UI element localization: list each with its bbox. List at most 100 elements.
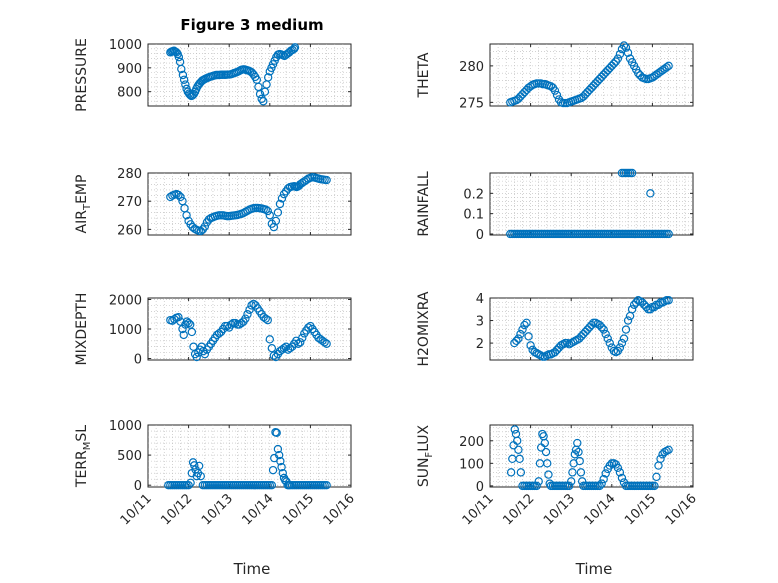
data-point: [664, 229, 673, 239]
data-point: [268, 465, 278, 475]
y-axis-label: RAINFALL: [416, 171, 432, 236]
data-point: [245, 305, 254, 315]
x-tick-label: 10/11: [460, 491, 497, 528]
data-point: [617, 338, 627, 348]
data-point: [181, 80, 190, 89]
data-point: [255, 89, 265, 99]
data-point: [510, 425, 519, 434]
data-point: [184, 318, 193, 328]
data-point: [304, 323, 313, 332]
subplot-7: 0 500 1000 10/11 10/12 10/13 10/14 10/15 10/16 TE…: [74, 419, 358, 528]
plot-area: [147, 424, 352, 488]
data-point: [231, 318, 240, 328]
data-point: [296, 338, 305, 347]
y-tick-label: 280: [117, 167, 142, 182]
data-point: [597, 323, 606, 332]
data-point: [261, 205, 270, 214]
y-tick-label: 1000: [109, 38, 142, 53]
data-point: [516, 468, 526, 477]
data-point: [656, 454, 665, 464]
data-point: [615, 468, 625, 477]
data-point: [652, 472, 661, 482]
data-point: [613, 463, 623, 473]
data-point: [241, 314, 250, 323]
x-tick-label: 10/15: [622, 491, 659, 528]
data-point: [601, 469, 610, 478]
data-point: [603, 334, 612, 343]
data-point: [194, 461, 204, 471]
data-point: [514, 334, 523, 343]
data-point: [298, 333, 307, 343]
data-point: [605, 461, 614, 470]
data-point: [196, 471, 205, 481]
data-point: [174, 52, 184, 62]
data-point: [524, 332, 533, 341]
data-point: [567, 477, 576, 486]
y-axis-label: PRESSURE: [74, 38, 90, 112]
y-tick-label: 1000: [109, 323, 142, 338]
data-point: [192, 352, 201, 362]
data-point: [516, 329, 525, 339]
y-tick-label: 0: [134, 479, 142, 494]
data-point: [186, 478, 195, 487]
x-tick-label: 10/16: [663, 491, 700, 528]
x-tick-label: 10/15: [280, 491, 317, 528]
data-point: [265, 335, 274, 344]
y-tick-label: 2: [476, 337, 484, 352]
data-point: [512, 336, 521, 346]
x-tick-label: 10/13: [199, 491, 236, 528]
data-point: [587, 320, 596, 330]
y-tick-label: 800: [117, 86, 142, 101]
data-point: [520, 320, 529, 330]
y-axis-label: AIRTEMP: [74, 175, 93, 234]
data-point: [573, 438, 582, 448]
data-point: [575, 456, 584, 466]
data-point: [552, 90, 562, 100]
data-point: [182, 211, 191, 220]
data-point: [261, 314, 270, 323]
x-tick-label: 10/11: [118, 491, 155, 528]
data-point: [263, 206, 272, 216]
data-point: [322, 480, 331, 490]
subplot-4: 0 0.1 0.2 RAINFALL: [416, 168, 694, 243]
data-point: [190, 461, 199, 470]
y-axis-label: H2OMIXRA: [416, 291, 432, 366]
x-tick-label: 10/12: [158, 491, 195, 528]
y-tick-label: 0: [134, 353, 142, 368]
data-point: [664, 296, 673, 305]
data-point: [615, 343, 625, 352]
data-point: [277, 194, 287, 203]
data-point: [174, 190, 183, 200]
data-point: [243, 310, 252, 319]
x-tick-label: 10/14: [582, 491, 619, 528]
data-point: [543, 459, 552, 468]
subplot-3: 260 270 280 AIRTEMP: [74, 167, 352, 238]
data-point: [177, 64, 186, 74]
y-axis-label: TERRMSL: [74, 425, 93, 488]
data-point: [276, 456, 285, 466]
data-point: [184, 480, 193, 490]
data-point: [272, 428, 281, 438]
data-point: [619, 41, 629, 50]
data-point: [568, 468, 577, 477]
data-point: [605, 338, 614, 348]
data-point: [257, 94, 266, 104]
data-point: [178, 324, 187, 334]
data-point: [627, 305, 637, 314]
data-point: [522, 318, 531, 327]
data-point: [609, 59, 619, 68]
y-tick-label: 2000: [109, 293, 142, 308]
data-point: [617, 473, 627, 483]
data-point: [574, 447, 583, 457]
data-point: [275, 199, 285, 209]
data-point: [273, 444, 283, 454]
data-point: [597, 479, 606, 488]
y-tick-label: 270: [117, 195, 142, 210]
data-point: [540, 438, 550, 448]
data-point: [227, 320, 236, 329]
y-tick-label: 100: [459, 457, 484, 472]
data-point: [179, 330, 188, 340]
y-tick-label: 0.1: [463, 208, 484, 223]
x-axis-label-left: Time: [233, 560, 271, 578]
subplot-1: 800 900 1000 PRESSURE: [74, 38, 352, 112]
